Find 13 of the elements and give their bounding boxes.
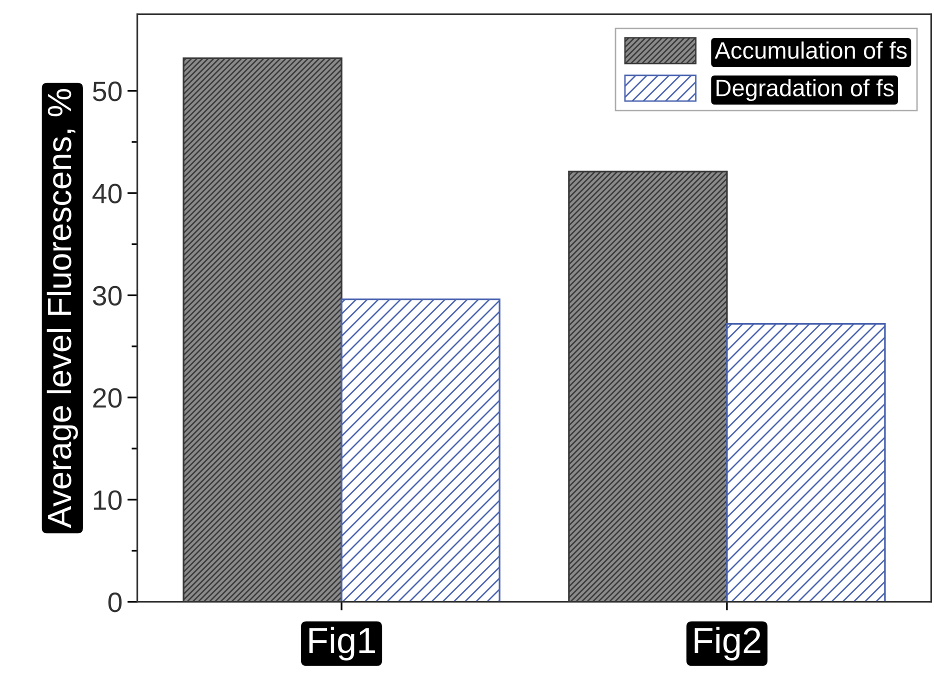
y-tick-label: 50: [92, 82, 122, 102]
bar: [726, 323, 886, 602]
y-tick-label: 0: [108, 592, 122, 612]
y-tick-label: 20: [93, 388, 122, 408]
legend-label: Accumulation of fs: [714, 41, 907, 59]
bar: [340, 298, 500, 602]
y-tick-label: 30: [92, 286, 122, 306]
y-axis-title: Average level Fluorescens, %: [46, 89, 78, 528]
legend-label: Degradation of fs: [716, 79, 894, 102]
x-tick-label: Fig1: [309, 626, 375, 661]
y-tick-label: 10: [94, 490, 122, 510]
y-tick-label: 40: [92, 184, 122, 204]
x-tick-label: Fig2: [694, 626, 760, 661]
